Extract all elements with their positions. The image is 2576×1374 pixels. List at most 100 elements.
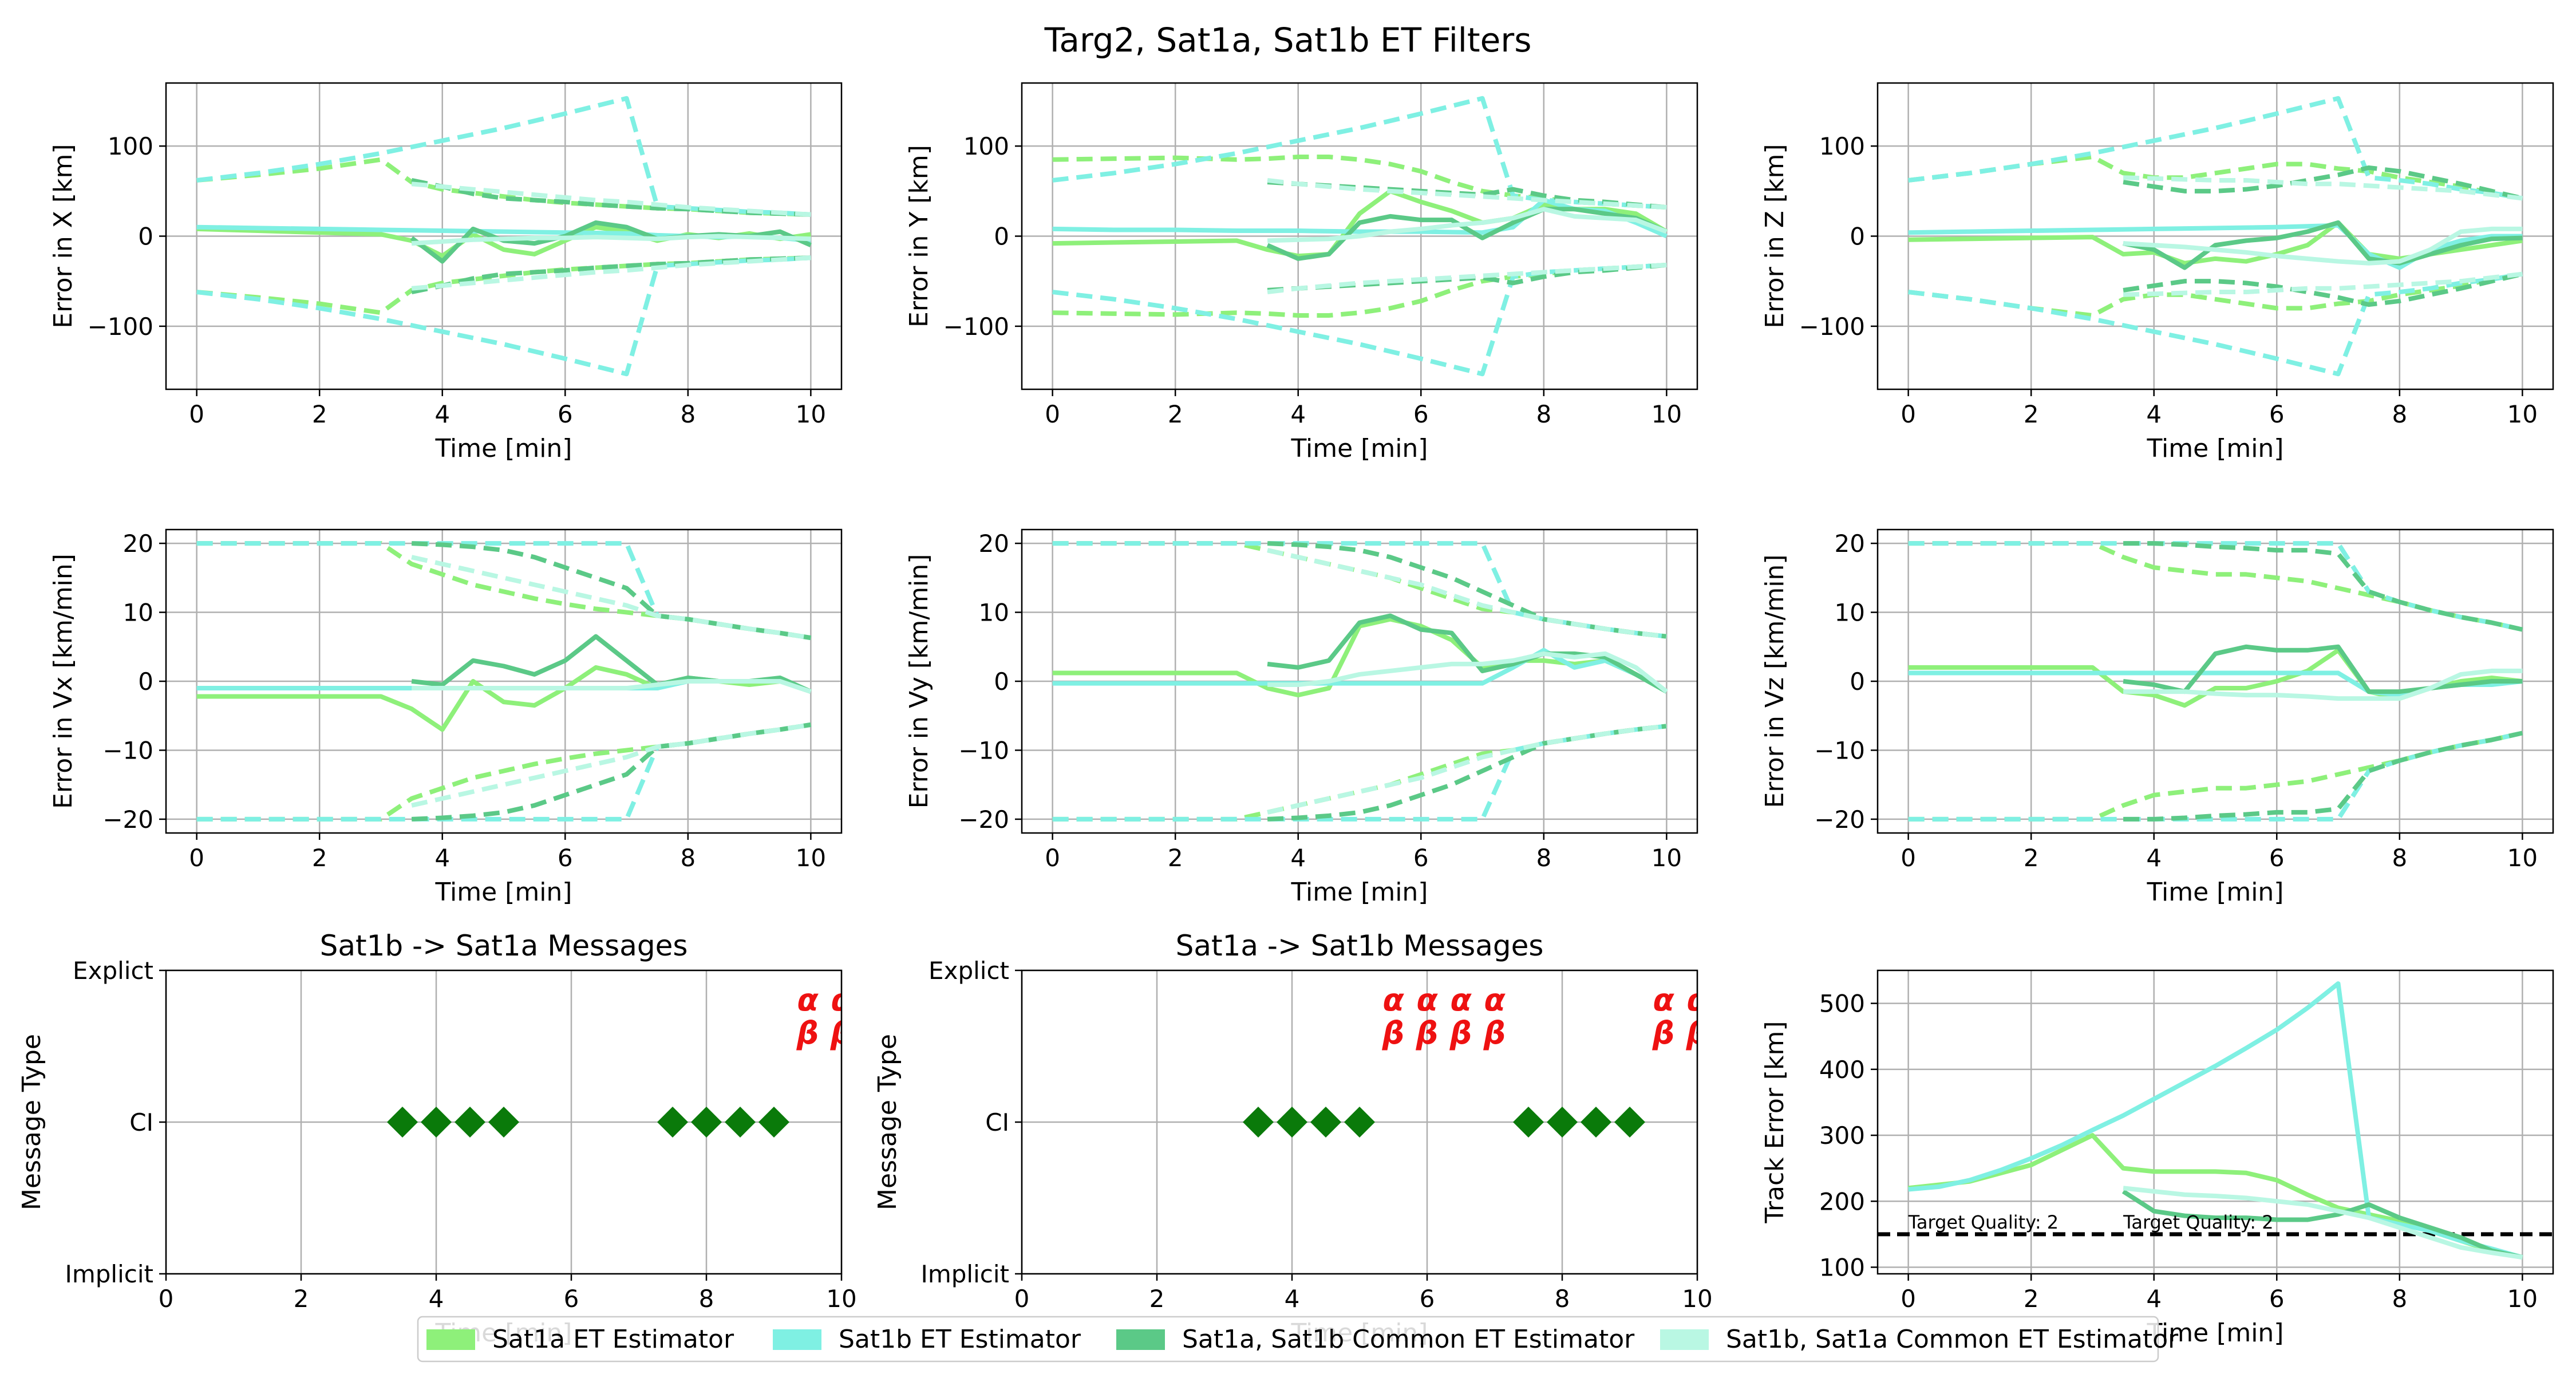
- y-tick-label: −100: [1799, 313, 1865, 341]
- y-axis-label: Track Error [km]: [1760, 1021, 1789, 1223]
- x-tick-label: 4: [1290, 844, 1306, 872]
- y-axis-label: Error in Y [km]: [904, 145, 934, 327]
- explicit-beta-marker: β: [1652, 1015, 1675, 1051]
- x-tick-label: 10: [796, 844, 826, 872]
- explicit-alpha-marker: α: [1653, 982, 1674, 1018]
- y-axis-label: Error in Vx [km/min]: [49, 554, 78, 809]
- legend-label: Sat1b ET Estimator: [839, 1325, 1081, 1354]
- x-tick-label: 4: [1285, 1285, 1300, 1313]
- y-tick-label: 0: [1850, 668, 1865, 696]
- y-tick-label: 100: [1819, 132, 1865, 160]
- x-tick-label: 10: [1652, 400, 1682, 428]
- y-tick-label: −10: [102, 736, 153, 764]
- explicit-alpha-marker: α: [1450, 982, 1472, 1018]
- legend-label: Sat1b, Sat1a Common ET Estimator: [1726, 1325, 2179, 1354]
- x-tick-label: 2: [312, 400, 327, 428]
- x-tick-label: 4: [2146, 1285, 2162, 1313]
- explicit-beta-marker: β: [1449, 1015, 1472, 1051]
- y-tick-label: Implicit: [65, 1260, 153, 1288]
- y-tick-label: CI: [985, 1108, 1009, 1136]
- x-tick-label: 4: [2146, 400, 2162, 428]
- x-tick-label: 0: [189, 400, 204, 428]
- y-tick-label: 100: [963, 132, 1009, 160]
- x-tick-label: 2: [2024, 844, 2039, 872]
- x-tick-label: 0: [1901, 1285, 1916, 1313]
- y-tick-label: 0: [994, 668, 1009, 696]
- y-tick-label: 20: [1835, 530, 1865, 558]
- subplot-title: Sat1a -> Sat1b Messages: [1176, 929, 1544, 962]
- x-tick-label: 8: [2392, 844, 2407, 872]
- x-tick-label: 2: [312, 844, 327, 872]
- y-tick-label: 500: [1819, 990, 1865, 1018]
- y-tick-label: −10: [958, 736, 1009, 764]
- y-tick-label: −20: [102, 806, 153, 834]
- target-quality-annotation: Target Quality: 2: [1908, 1211, 2059, 1233]
- x-tick-label: 8: [680, 844, 696, 872]
- x-tick-label: 0: [1901, 400, 1916, 428]
- x-tick-label: 8: [1536, 844, 1551, 872]
- explicit-beta-marker: β: [1382, 1015, 1405, 1051]
- x-tick-label: 0: [1901, 844, 1916, 872]
- x-tick-label: 6: [2269, 400, 2285, 428]
- y-tick-label: 300: [1819, 1122, 1865, 1150]
- legend-swatch-sat1a: [426, 1329, 475, 1350]
- x-tick-label: 8: [680, 400, 696, 428]
- x-axis-label: Time [min]: [435, 434, 572, 463]
- y-tick-label: 400: [1819, 1056, 1865, 1084]
- explicit-beta-marker: β: [796, 1015, 819, 1051]
- x-tick-label: 2: [294, 1285, 309, 1313]
- legend-swatch-common_ba: [1660, 1329, 1709, 1350]
- y-tick-label: CI: [129, 1108, 153, 1136]
- y-tick-label: 0: [994, 223, 1009, 251]
- x-tick-label: 4: [434, 844, 450, 872]
- y-tick-label: 0: [138, 668, 153, 696]
- y-tick-label: −10: [1814, 736, 1865, 764]
- x-tick-label: 10: [2507, 1285, 2538, 1313]
- y-tick-label: 20: [123, 530, 153, 558]
- x-tick-label: 2: [2024, 1285, 2039, 1313]
- y-axis-label: Message Type: [17, 1034, 46, 1210]
- x-tick-label: 8: [2392, 1285, 2407, 1313]
- y-tick-label: 0: [138, 223, 153, 251]
- y-axis-label: Error in X [km]: [49, 144, 78, 328]
- explicit-alpha-marker: α: [1484, 982, 1506, 1018]
- x-tick-label: 2: [2024, 400, 2039, 428]
- x-tick-label: 0: [1045, 400, 1060, 428]
- explicit-beta-marker: β: [1416, 1015, 1439, 1051]
- y-tick-label: −100: [943, 313, 1009, 341]
- x-tick-label: 6: [2269, 844, 2285, 872]
- x-tick-label: 10: [2507, 844, 2538, 872]
- x-tick-label: 10: [2507, 400, 2538, 428]
- y-tick-label: Explict: [929, 957, 1009, 985]
- y-tick-label: 10: [1835, 599, 1865, 627]
- x-tick-label: 4: [434, 400, 450, 428]
- y-axis-label: Message Type: [873, 1034, 902, 1210]
- x-tick-label: 10: [1652, 844, 1682, 872]
- y-axis-label: Error in Vz [km/min]: [1760, 555, 1789, 808]
- x-tick-label: 2: [1149, 1285, 1165, 1313]
- y-tick-label: −20: [1814, 806, 1865, 834]
- x-tick-label: 6: [2269, 1285, 2285, 1313]
- x-tick-label: 0: [1014, 1285, 1030, 1313]
- x-tick-label: 2: [1168, 844, 1183, 872]
- legend: Sat1a ET Estimator Sat1b ET Estimator Sat1…: [418, 1317, 2179, 1361]
- explicit-beta-marker: β: [1483, 1015, 1506, 1051]
- y-tick-label: 10: [979, 599, 1009, 627]
- x-tick-label: 0: [189, 844, 204, 872]
- subplot-title: Sat1b -> Sat1a Messages: [320, 929, 688, 962]
- x-tick-label: 4: [429, 1285, 444, 1313]
- y-tick-label: 100: [108, 132, 153, 160]
- y-tick-label: 200: [1819, 1187, 1865, 1215]
- y-tick-label: 10: [123, 599, 153, 627]
- y-tick-label: 0: [1850, 223, 1865, 251]
- x-axis-label: Time [min]: [1291, 434, 1428, 463]
- x-tick-label: 6: [558, 844, 573, 872]
- y-axis-label: Error in Z [km]: [1760, 144, 1789, 328]
- x-tick-label: 2: [1168, 400, 1183, 428]
- x-tick-label: 6: [1420, 1285, 1435, 1313]
- x-tick-label: 0: [1045, 844, 1060, 872]
- y-tick-label: −100: [88, 313, 153, 341]
- x-tick-label: 10: [796, 400, 826, 428]
- y-tick-label: Implicit: [920, 1260, 1009, 1288]
